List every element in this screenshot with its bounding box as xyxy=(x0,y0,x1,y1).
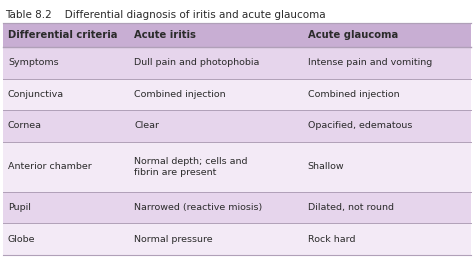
Text: Conjunctiva: Conjunctiva xyxy=(8,90,64,99)
Text: Differential criteria: Differential criteria xyxy=(8,30,118,40)
Bar xyxy=(3,110,471,142)
Text: Opacified, edematous: Opacified, edematous xyxy=(308,121,412,130)
Bar xyxy=(3,47,471,78)
Text: Normal pressure: Normal pressure xyxy=(134,235,213,244)
Text: Cornea: Cornea xyxy=(8,121,42,130)
Text: Acute iritis: Acute iritis xyxy=(134,30,196,40)
Text: Globe: Globe xyxy=(8,235,36,244)
Text: Acute glaucoma: Acute glaucoma xyxy=(308,30,398,40)
Text: Dilated, not round: Dilated, not round xyxy=(308,203,393,212)
Text: Clear: Clear xyxy=(134,121,159,130)
Text: Anterior chamber: Anterior chamber xyxy=(8,162,92,171)
Bar xyxy=(3,192,471,224)
Text: Normal depth; cells and
fibrin are present: Normal depth; cells and fibrin are prese… xyxy=(134,157,248,177)
Bar xyxy=(3,224,471,255)
Text: Symptoms: Symptoms xyxy=(8,58,59,67)
Text: Combined injection: Combined injection xyxy=(134,90,226,99)
Text: Dull pain and photophobia: Dull pain and photophobia xyxy=(134,58,260,67)
Text: Intense pain and vomiting: Intense pain and vomiting xyxy=(308,58,432,67)
Text: Table 8.2    Differential diagnosis of iritis and acute glaucoma: Table 8.2 Differential diagnosis of irit… xyxy=(5,10,326,20)
Text: Shallow: Shallow xyxy=(308,162,344,171)
Bar xyxy=(3,78,471,110)
Text: Narrowed (reactive miosis): Narrowed (reactive miosis) xyxy=(134,203,263,212)
Bar xyxy=(3,23,471,47)
Text: Pupil: Pupil xyxy=(8,203,31,212)
Bar xyxy=(3,142,471,192)
Text: Rock hard: Rock hard xyxy=(308,235,355,244)
Text: Combined injection: Combined injection xyxy=(308,90,399,99)
